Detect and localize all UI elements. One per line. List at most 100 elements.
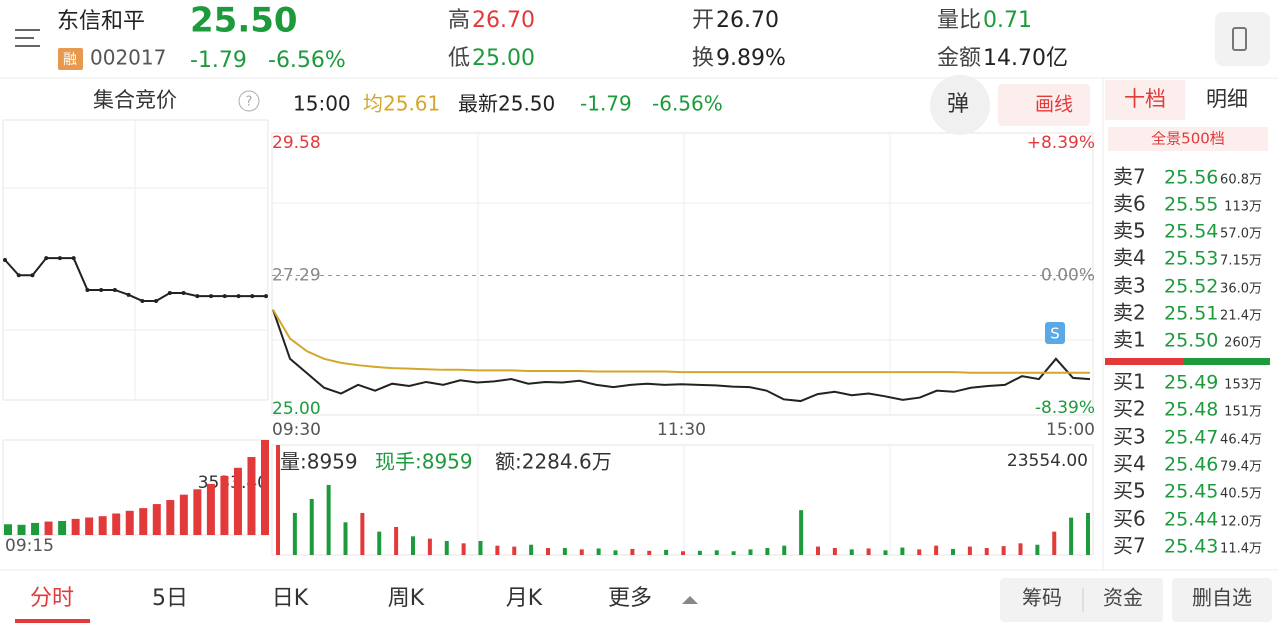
volume-bar [984, 547, 989, 555]
hand-info: 现手:8959 [375, 450, 473, 474]
volume-bar [85, 517, 94, 535]
book-label: 买5 [1113, 479, 1146, 503]
auction-point [140, 298, 145, 303]
volume-bar [799, 510, 804, 555]
more-arrow[interactable] [682, 596, 698, 604]
stat-label: 量比 [937, 8, 981, 33]
bottom-tab[interactable]: 分时 [30, 586, 74, 611]
draw[interactable]: 画线 [1035, 94, 1073, 116]
y2-tick-label: 0.00% [1041, 266, 1095, 286]
change: -1.79 [580, 92, 632, 116]
help-mark: ? [246, 95, 253, 110]
book-label: 买2 [1113, 397, 1146, 421]
book-label: 卖6 [1113, 192, 1146, 216]
auction-point [16, 273, 21, 278]
book-label: 买7 [1113, 534, 1146, 558]
popup[interactable]: 弹 [947, 92, 969, 117]
auction-point [181, 291, 186, 296]
volume-bar [461, 543, 466, 555]
y2-tick-label: +8.39% [1027, 133, 1095, 153]
bottom-tab[interactable]: 月K [506, 586, 543, 611]
volume-bar [112, 513, 121, 535]
screen-button[interactable] [1215, 12, 1270, 66]
menu-icon[interactable] [15, 29, 40, 47]
auction-point [195, 294, 200, 299]
stat-label: 换 [692, 46, 714, 71]
volume-bar [220, 475, 229, 535]
book-price: 25.54 [1164, 221, 1218, 243]
volume-bar [951, 548, 955, 555]
book-price: 25.46 [1164, 454, 1218, 476]
book-price: 25.51 [1164, 303, 1218, 325]
popup-button[interactable] [930, 75, 990, 135]
s-marker-text: S [1050, 325, 1060, 343]
volume-bar [579, 549, 584, 555]
tag-bg [58, 48, 83, 70]
stat-value: 9.89% [716, 46, 786, 71]
book-volume: 153万 [1224, 378, 1262, 393]
volume-bar [276, 445, 280, 555]
book-label: 卖2 [1113, 301, 1146, 325]
y-tick-label: 29.58 [272, 133, 321, 153]
volume-bar [411, 536, 415, 555]
action-button[interactable]: 筹码 [1022, 586, 1062, 610]
volume-bar [512, 546, 517, 555]
book-price: 25.52 [1164, 276, 1218, 298]
volume-bar [630, 548, 635, 555]
y-tick-label: 23554.00 [1007, 451, 1088, 471]
latest-price: 最新25.50 [458, 92, 555, 116]
tab-active-bg [1105, 80, 1185, 120]
auction-point [154, 298, 159, 303]
x-tick-label: 15:00 [1046, 420, 1095, 440]
book-volume: 36.0万 [1220, 282, 1262, 297]
volume-bar [179, 494, 188, 535]
bottom-tab[interactable]: 周K [388, 586, 425, 611]
volume-bar [247, 457, 256, 535]
volume-bar [44, 521, 53, 535]
volume-bar [98, 516, 107, 535]
volume-bar [343, 522, 348, 555]
auction-point [57, 256, 62, 261]
auction-point [112, 287, 117, 292]
volume-bar [900, 547, 905, 555]
y2-tick-label: -8.39% [1035, 398, 1095, 418]
book-price: 25.45 [1164, 481, 1218, 503]
volume-bar [360, 512, 365, 555]
auction-point [236, 294, 241, 299]
stat-value: 0.71 [983, 8, 1032, 33]
book-price: 25.49 [1164, 372, 1218, 394]
bottom-tab[interactable]: 日K [272, 586, 309, 611]
auction-point [126, 292, 131, 297]
book-tab[interactable]: 十档 [1124, 87, 1166, 111]
help-icon[interactable] [238, 90, 260, 112]
volume-bar [31, 522, 40, 535]
bottom-tab[interactable]: 5日 [152, 586, 188, 611]
book-price: 25.56 [1164, 167, 1218, 189]
volume-bar [166, 500, 175, 535]
price-line [272, 309, 1091, 403]
action-button[interactable]: 资金 [1103, 586, 1143, 610]
bottom-tab[interactable]: 更多 [608, 586, 652, 611]
volume-bar [1035, 544, 1040, 555]
book-price: 25.44 [1164, 509, 1218, 531]
auction-point [167, 291, 172, 296]
volume-bar [309, 498, 314, 555]
stat-value: 25.00 [472, 46, 535, 71]
volume-bar [664, 549, 669, 555]
volume-bar [17, 524, 26, 535]
book-price: 25.55 [1164, 194, 1218, 216]
volume-bar [206, 483, 215, 535]
stat-label: 金额 [937, 46, 981, 71]
draw-button[interactable] [998, 84, 1090, 126]
volume-bar [233, 467, 242, 535]
action-button[interactable]: 删自选 [1192, 586, 1252, 610]
book-volume: 11.4万 [1220, 542, 1262, 557]
book-price: 25.50 [1164, 330, 1218, 352]
volume-bar [748, 549, 753, 555]
book-tab[interactable]: 明细 [1206, 87, 1248, 111]
depth-link[interactable]: 全景500档 [1151, 130, 1225, 148]
book-volume: 7.15万 [1220, 254, 1262, 269]
volume-bar [58, 521, 67, 535]
volume-bar [883, 550, 888, 555]
phone-icon [1232, 27, 1247, 51]
